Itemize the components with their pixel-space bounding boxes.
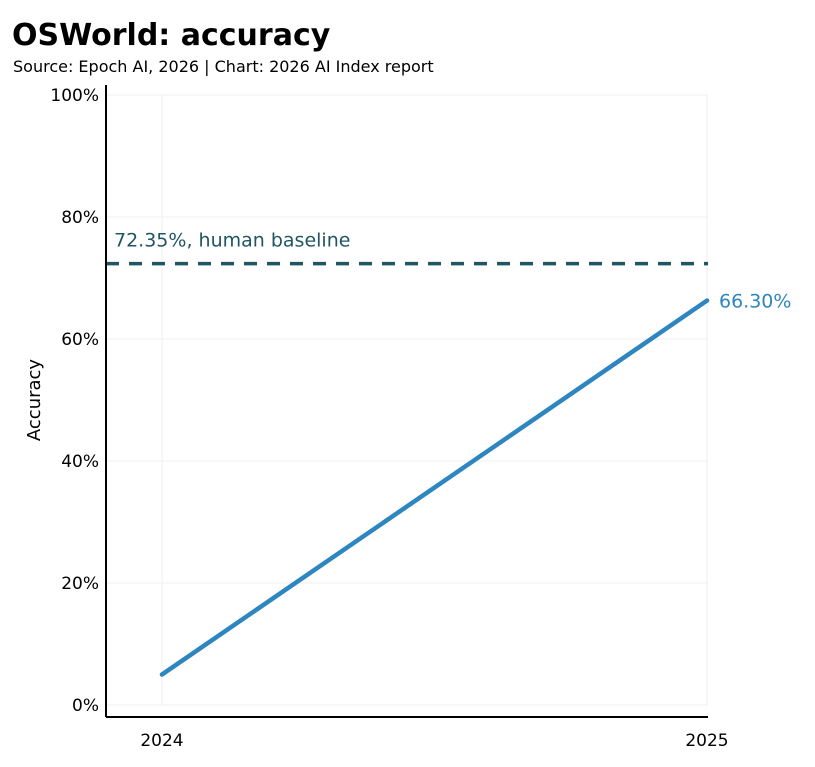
data-point: [159, 672, 165, 677]
series-lines: 66.30%: [159, 291, 791, 677]
data-point: [704, 298, 710, 303]
series-end-label: 66.30%: [719, 291, 791, 313]
chart-title: OSWorld: accuracy: [12, 18, 331, 53]
y-tick-label: 80%: [61, 208, 99, 228]
chart-subtitle: Source: Epoch AI, 2026 | Chart: 2026 AI …: [13, 57, 434, 76]
gridlines: [106, 94, 708, 706]
x-tick-label: 2024: [140, 731, 183, 751]
reference-lines: 72.35%, human baseline: [106, 230, 708, 266]
human-baseline-label: 72.35%, human baseline: [114, 230, 350, 252]
y-tick-label: 20%: [61, 574, 99, 594]
tick-labels: 0% 20% 40% 60% 80% 100% 2024 2025: [50, 86, 728, 751]
x-tick-label: 2025: [685, 731, 728, 751]
y-tick-label: 0%: [72, 696, 99, 716]
y-tick-label: 100%: [50, 86, 99, 106]
y-tick-label: 40%: [61, 452, 99, 472]
y-tick-label: 60%: [61, 330, 99, 350]
series-line: [159, 298, 710, 677]
y-axis-title: Accuracy: [24, 359, 45, 442]
axes: [105, 85, 708, 718]
